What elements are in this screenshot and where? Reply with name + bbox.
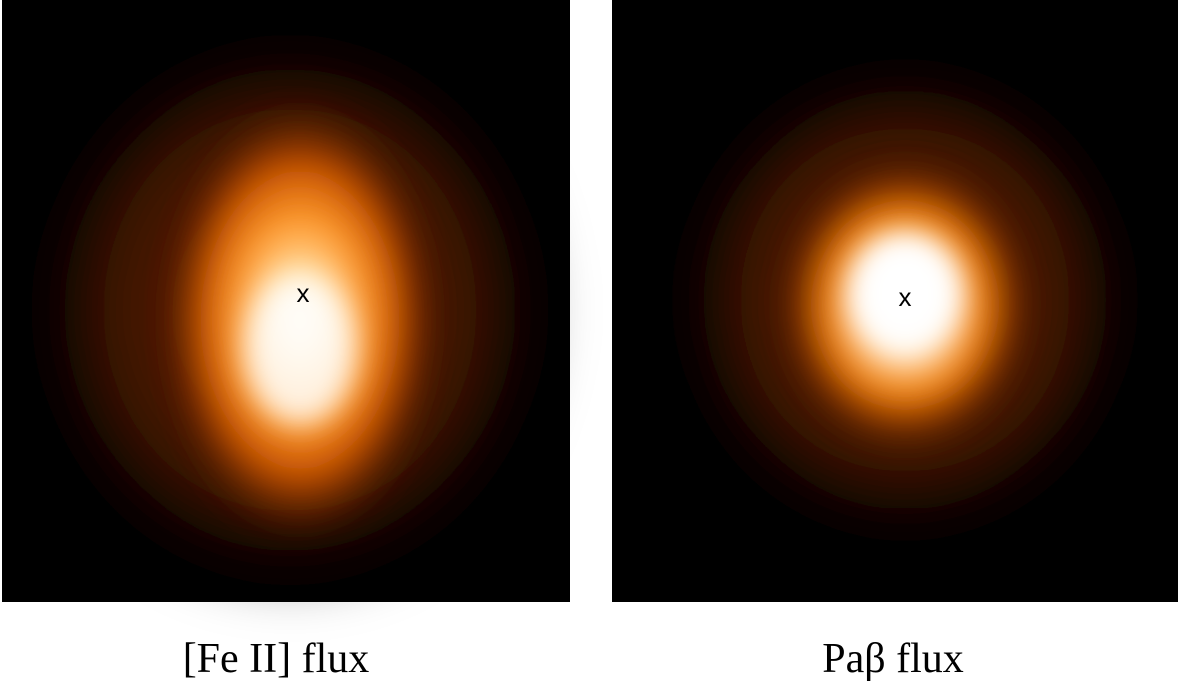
center-marker: x	[297, 278, 310, 308]
figure: x [Fe II] flux x Paβ flux	[0, 0, 1178, 690]
panel-pabeta: x Paβ flux	[612, 0, 1178, 682]
center-marker: x	[899, 282, 912, 312]
caption: Paβ flux	[822, 636, 964, 682]
caption: [Fe II] flux	[183, 636, 370, 682]
panel-feii: x [Fe II] flux	[2, 0, 570, 682]
page: x [Fe II] flux x Paβ flux	[0, 0, 1178, 690]
